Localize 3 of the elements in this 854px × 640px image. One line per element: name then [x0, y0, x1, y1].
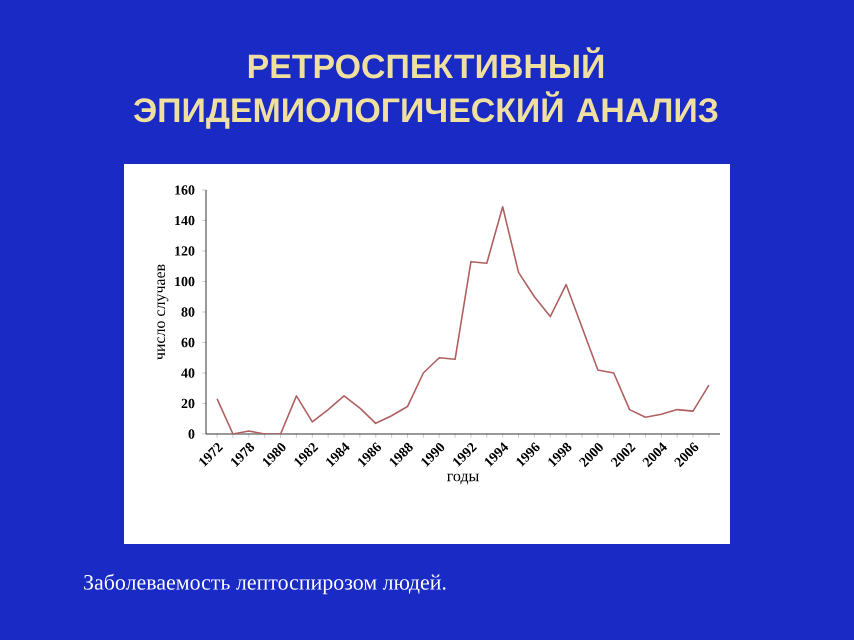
text: Заболеваемость лептоспирозом людей. [84, 573, 446, 595]
chart-title: РЕТРОСПЕКТИВНЫЙ ЭПИДЕМИОЛОГИЧЕСКИЙ АНАЛИЗ [133, 47, 718, 129]
line-series [216, 205, 710, 434]
